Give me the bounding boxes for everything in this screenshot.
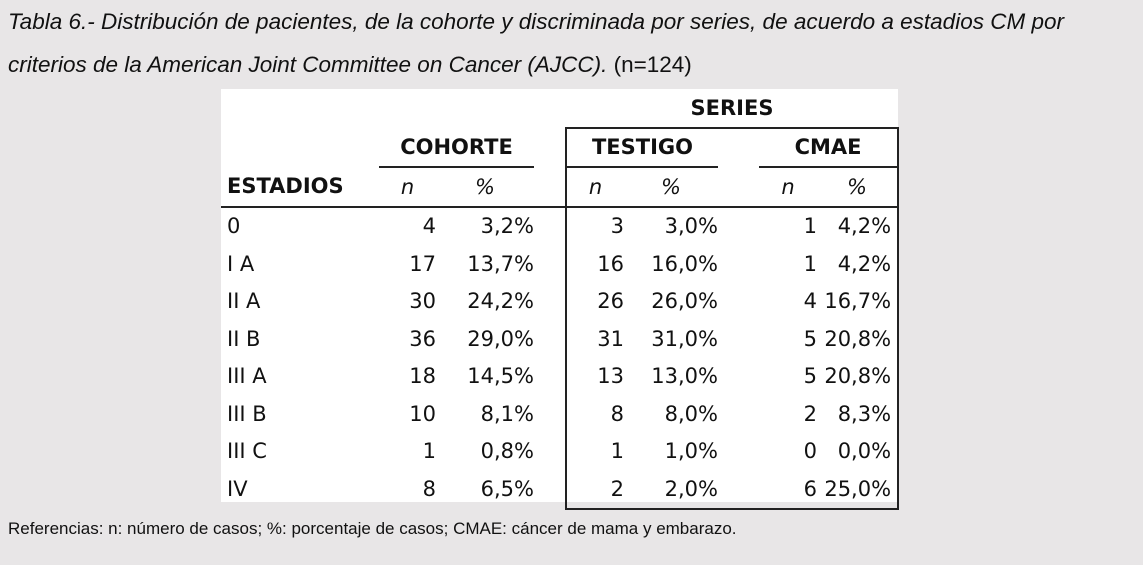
cmae-pct-cell: 4,2% <box>817 205 900 245</box>
cohorte-n-cell: 8 <box>422 477 436 502</box>
cmae-n-cell: 0 <box>803 439 817 464</box>
table-footnote: Referencias: n: número de casos; %: porc… <box>8 519 737 538</box>
testigo-n-cell: 16 <box>565 245 624 283</box>
testigo-pct-cell: 13,0% <box>651 364 718 389</box>
cohorte-pct-cell: 3,2% <box>436 205 534 245</box>
header-row-series: SERIES <box>221 89 898 128</box>
testigo-pct-cell: 16,0% <box>651 251 718 276</box>
cmae-n-cell: 6 <box>759 470 817 510</box>
cohorte-n-cell: 30 <box>409 289 436 314</box>
cmae-pct-cell: 8,3% <box>817 395 900 433</box>
testigo-n-cell: 26 <box>565 282 624 320</box>
cohorte-n-cell: 10 <box>409 401 436 426</box>
cohorte-pct-cell: 14,5% <box>467 364 534 389</box>
header-row-labels: ESTADIOS n % n % n % <box>221 167 900 207</box>
stage-cell: II A <box>227 289 261 314</box>
cmae-pct-cell: 0,0% <box>817 432 900 470</box>
cmae-n-cell: 1 <box>759 205 817 245</box>
table-caption: Tabla 6.- Distribución de pacientes, de … <box>8 0 1138 86</box>
table-row: III A 18 14,5% 13 13,0% 5 20,8% <box>221 357 900 395</box>
testigo-n-cell: 1 <box>565 432 624 470</box>
testigo-n-cell: 8 <box>565 395 624 433</box>
stage-cell: III C <box>227 439 267 464</box>
testigo-n-cell: 31 <box>565 320 624 358</box>
table-row: III B 10 8,1% 8 8,0% 2 8,3% <box>221 395 900 433</box>
cmae-pct-cell: 20,8% <box>817 320 900 358</box>
cohorte-pct-cell: 24,2% <box>467 289 534 314</box>
cmae-pct-cell: 16,7% <box>817 282 900 320</box>
group-header-cmae: CMAE <box>759 126 900 168</box>
stage-cell: II B <box>227 326 261 351</box>
cmae-n-cell: 5 <box>803 364 817 389</box>
cmae-pct-label: % <box>817 167 900 207</box>
testigo-pct-cell: 8,0% <box>664 401 718 426</box>
cohorte-pct-cell: 6,5% <box>480 477 534 502</box>
cmae-n-cell: 1 <box>803 251 817 276</box>
caption-text: Tabla 6.- Distribución de pacientes, de … <box>8 9 1064 77</box>
table-row: III C 1 0,8% 1 1,0% 0 0,0% <box>221 432 900 470</box>
group-header-cohorte: COHORTE <box>379 127 534 168</box>
header-row-groups: COHORTE TESTIGO CMAE <box>221 126 900 168</box>
caption-n-note: (n=124) <box>613 52 692 77</box>
stage-header: ESTADIOS <box>227 174 344 199</box>
cmae-n-cell: 2 <box>803 401 817 426</box>
cohorte-n-cell: 36 <box>409 326 436 351</box>
testigo-pct-cell: 3,0% <box>624 205 718 245</box>
table-row: II A 30 24,2% 26 26,0% 4 16,7% <box>221 282 900 320</box>
testigo-pct-label: % <box>661 174 681 199</box>
testigo-pct-cell: 31,0% <box>651 326 718 351</box>
table-row: I A 17 13,7% 16 16,0% 1 4,2% <box>221 245 900 283</box>
stage-distribution-table: SERIES COHORTE TESTIGO CMAE ESTADIOS n %… <box>221 89 900 510</box>
testigo-pct-cell: 1,0% <box>664 439 718 464</box>
cohorte-pct-cell: 8,1% <box>480 401 534 426</box>
data-table-container: SERIES COHORTE TESTIGO CMAE ESTADIOS n %… <box>221 89 900 510</box>
testigo-n-cell: 13 <box>565 357 624 395</box>
cmae-pct-cell: 4,2% <box>817 245 900 283</box>
stage-cell: 0 <box>221 205 379 245</box>
testigo-pct-cell: 2,0% <box>624 470 718 510</box>
table-row: II B 36 29,0% 31 31,0% 5 20,8% <box>221 320 900 358</box>
testigo-n-cell: 2 <box>565 470 624 510</box>
cohorte-pct-cell: 13,7% <box>467 251 534 276</box>
testigo-n-cell: 3 <box>565 205 624 245</box>
stage-cell: I A <box>227 251 255 276</box>
cohorte-pct-cell: 0,8% <box>480 439 534 464</box>
cohorte-n-cell: 18 <box>409 364 436 389</box>
cmae-n-label: n <box>781 174 795 199</box>
testigo-pct-cell: 26,0% <box>651 289 718 314</box>
cmae-pct-cell: 25,0% <box>817 470 900 510</box>
stage-cell: III A <box>227 364 267 389</box>
cmae-pct-cell: 20,8% <box>817 357 900 395</box>
table-row: IV 8 6,5% 2 2,0% 6 25,0% <box>221 470 900 510</box>
group-header-testigo: TESTIGO <box>565 126 718 168</box>
cohorte-n-label: n <box>400 174 415 199</box>
table-row: 0 4 3,2% 3 3,0% 1 4,2% <box>221 205 900 245</box>
cmae-n-cell: 5 <box>803 326 817 351</box>
cohorte-n-cell: 1 <box>422 439 436 464</box>
cohorte-n-cell: 4 <box>379 205 436 245</box>
cmae-n-cell: 4 <box>803 289 817 314</box>
testigo-n-label: n <box>565 167 624 207</box>
cohorte-pct-cell: 29,0% <box>467 326 534 351</box>
cohorte-n-cell: 17 <box>409 251 436 276</box>
stage-cell: IV <box>227 477 248 502</box>
series-header: SERIES <box>690 95 774 120</box>
stage-cell: III B <box>227 401 267 426</box>
cohorte-pct-label: % <box>475 174 495 199</box>
